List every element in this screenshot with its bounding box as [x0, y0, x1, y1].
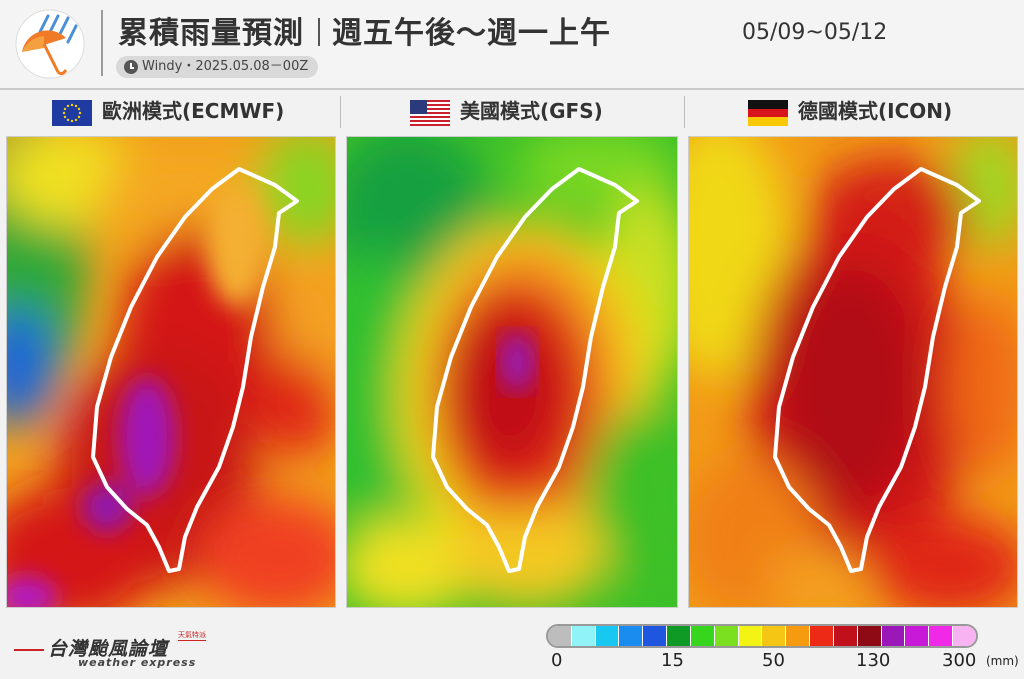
legend-tick: 15 — [661, 650, 684, 671]
brand-name: 台灣颱風論壇 — [48, 638, 169, 660]
model-label-text: 德國模式(ICON) — [798, 99, 953, 123]
legend-tick: 130 — [856, 650, 891, 671]
legend-swatch — [643, 626, 668, 646]
legend-swatch — [690, 626, 715, 646]
legend-swatch — [595, 626, 620, 646]
umbrella-rain-logo-icon — [15, 9, 85, 79]
legend-swatch — [762, 626, 787, 646]
model-divider — [684, 96, 685, 128]
page-title: 累積雨量預測 週五午後〜週一上午 — [118, 8, 611, 52]
rainfall-color-legend — [546, 624, 978, 648]
brand-accent-line — [14, 649, 44, 651]
legend-swatch — [714, 626, 739, 646]
date-range: 05/09~05/12 — [742, 20, 888, 45]
model-label-ecmwf: 歐洲模式(ECMWF) — [52, 94, 284, 128]
brand-subtitle: weather express — [78, 656, 197, 669]
title-main: 累積雨量預測 — [118, 16, 304, 51]
legend-swatch — [905, 626, 930, 646]
eu-flag-icon — [52, 99, 92, 126]
source-text: Windy・2025.05.08－00Z — [142, 59, 309, 74]
brand-logo: 台灣颱風論壇 weather express 天氣特派 — [14, 630, 206, 672]
title-period: 週五午後〜週一上午 — [332, 16, 611, 51]
brand-tag: 天氣特派 — [178, 631, 206, 641]
header-divider — [101, 10, 103, 76]
source-badge: Windy・2025.05.08－00Z — [116, 56, 319, 78]
model-divider — [340, 96, 341, 128]
clock-icon — [124, 60, 138, 74]
model-label-text: 歐洲模式(ECMWF) — [102, 99, 285, 123]
legend-unit: (mm) — [986, 654, 1019, 668]
legend-swatch — [786, 626, 811, 646]
header: 累積雨量預測 週五午後〜週一上午 05/09~05/12 Windy・2025.0… — [0, 0, 1024, 88]
legend-swatch — [571, 626, 596, 646]
legend-swatch — [833, 626, 858, 646]
legend-tick: 300 — [942, 650, 977, 671]
header-rule — [0, 88, 1024, 90]
model-label-gfs: 美國模式(GFS) — [410, 94, 603, 128]
legend-swatch — [667, 626, 691, 646]
legend-swatch — [619, 626, 644, 646]
model-label-icon: 德國模式(ICON) — [748, 94, 952, 128]
de-flag-icon — [748, 99, 788, 126]
legend-swatch — [857, 626, 882, 646]
legend-swatch — [881, 626, 906, 646]
legend-swatch — [548, 626, 572, 646]
legend-swatch — [953, 626, 976, 646]
legend-tick: 0 — [551, 650, 563, 671]
legend-swatch — [929, 626, 954, 646]
rainfall-map-icon — [688, 136, 1018, 608]
legend-swatch — [810, 626, 834, 646]
legend-swatch — [738, 626, 763, 646]
legend-tick: 50 — [762, 650, 785, 671]
title-separator — [318, 18, 320, 46]
rainfall-map-ecmwf — [6, 136, 336, 608]
rainfall-map-gfs — [346, 136, 678, 608]
us-flag-icon — [410, 99, 450, 126]
model-label-text: 美國模式(GFS) — [460, 99, 603, 123]
